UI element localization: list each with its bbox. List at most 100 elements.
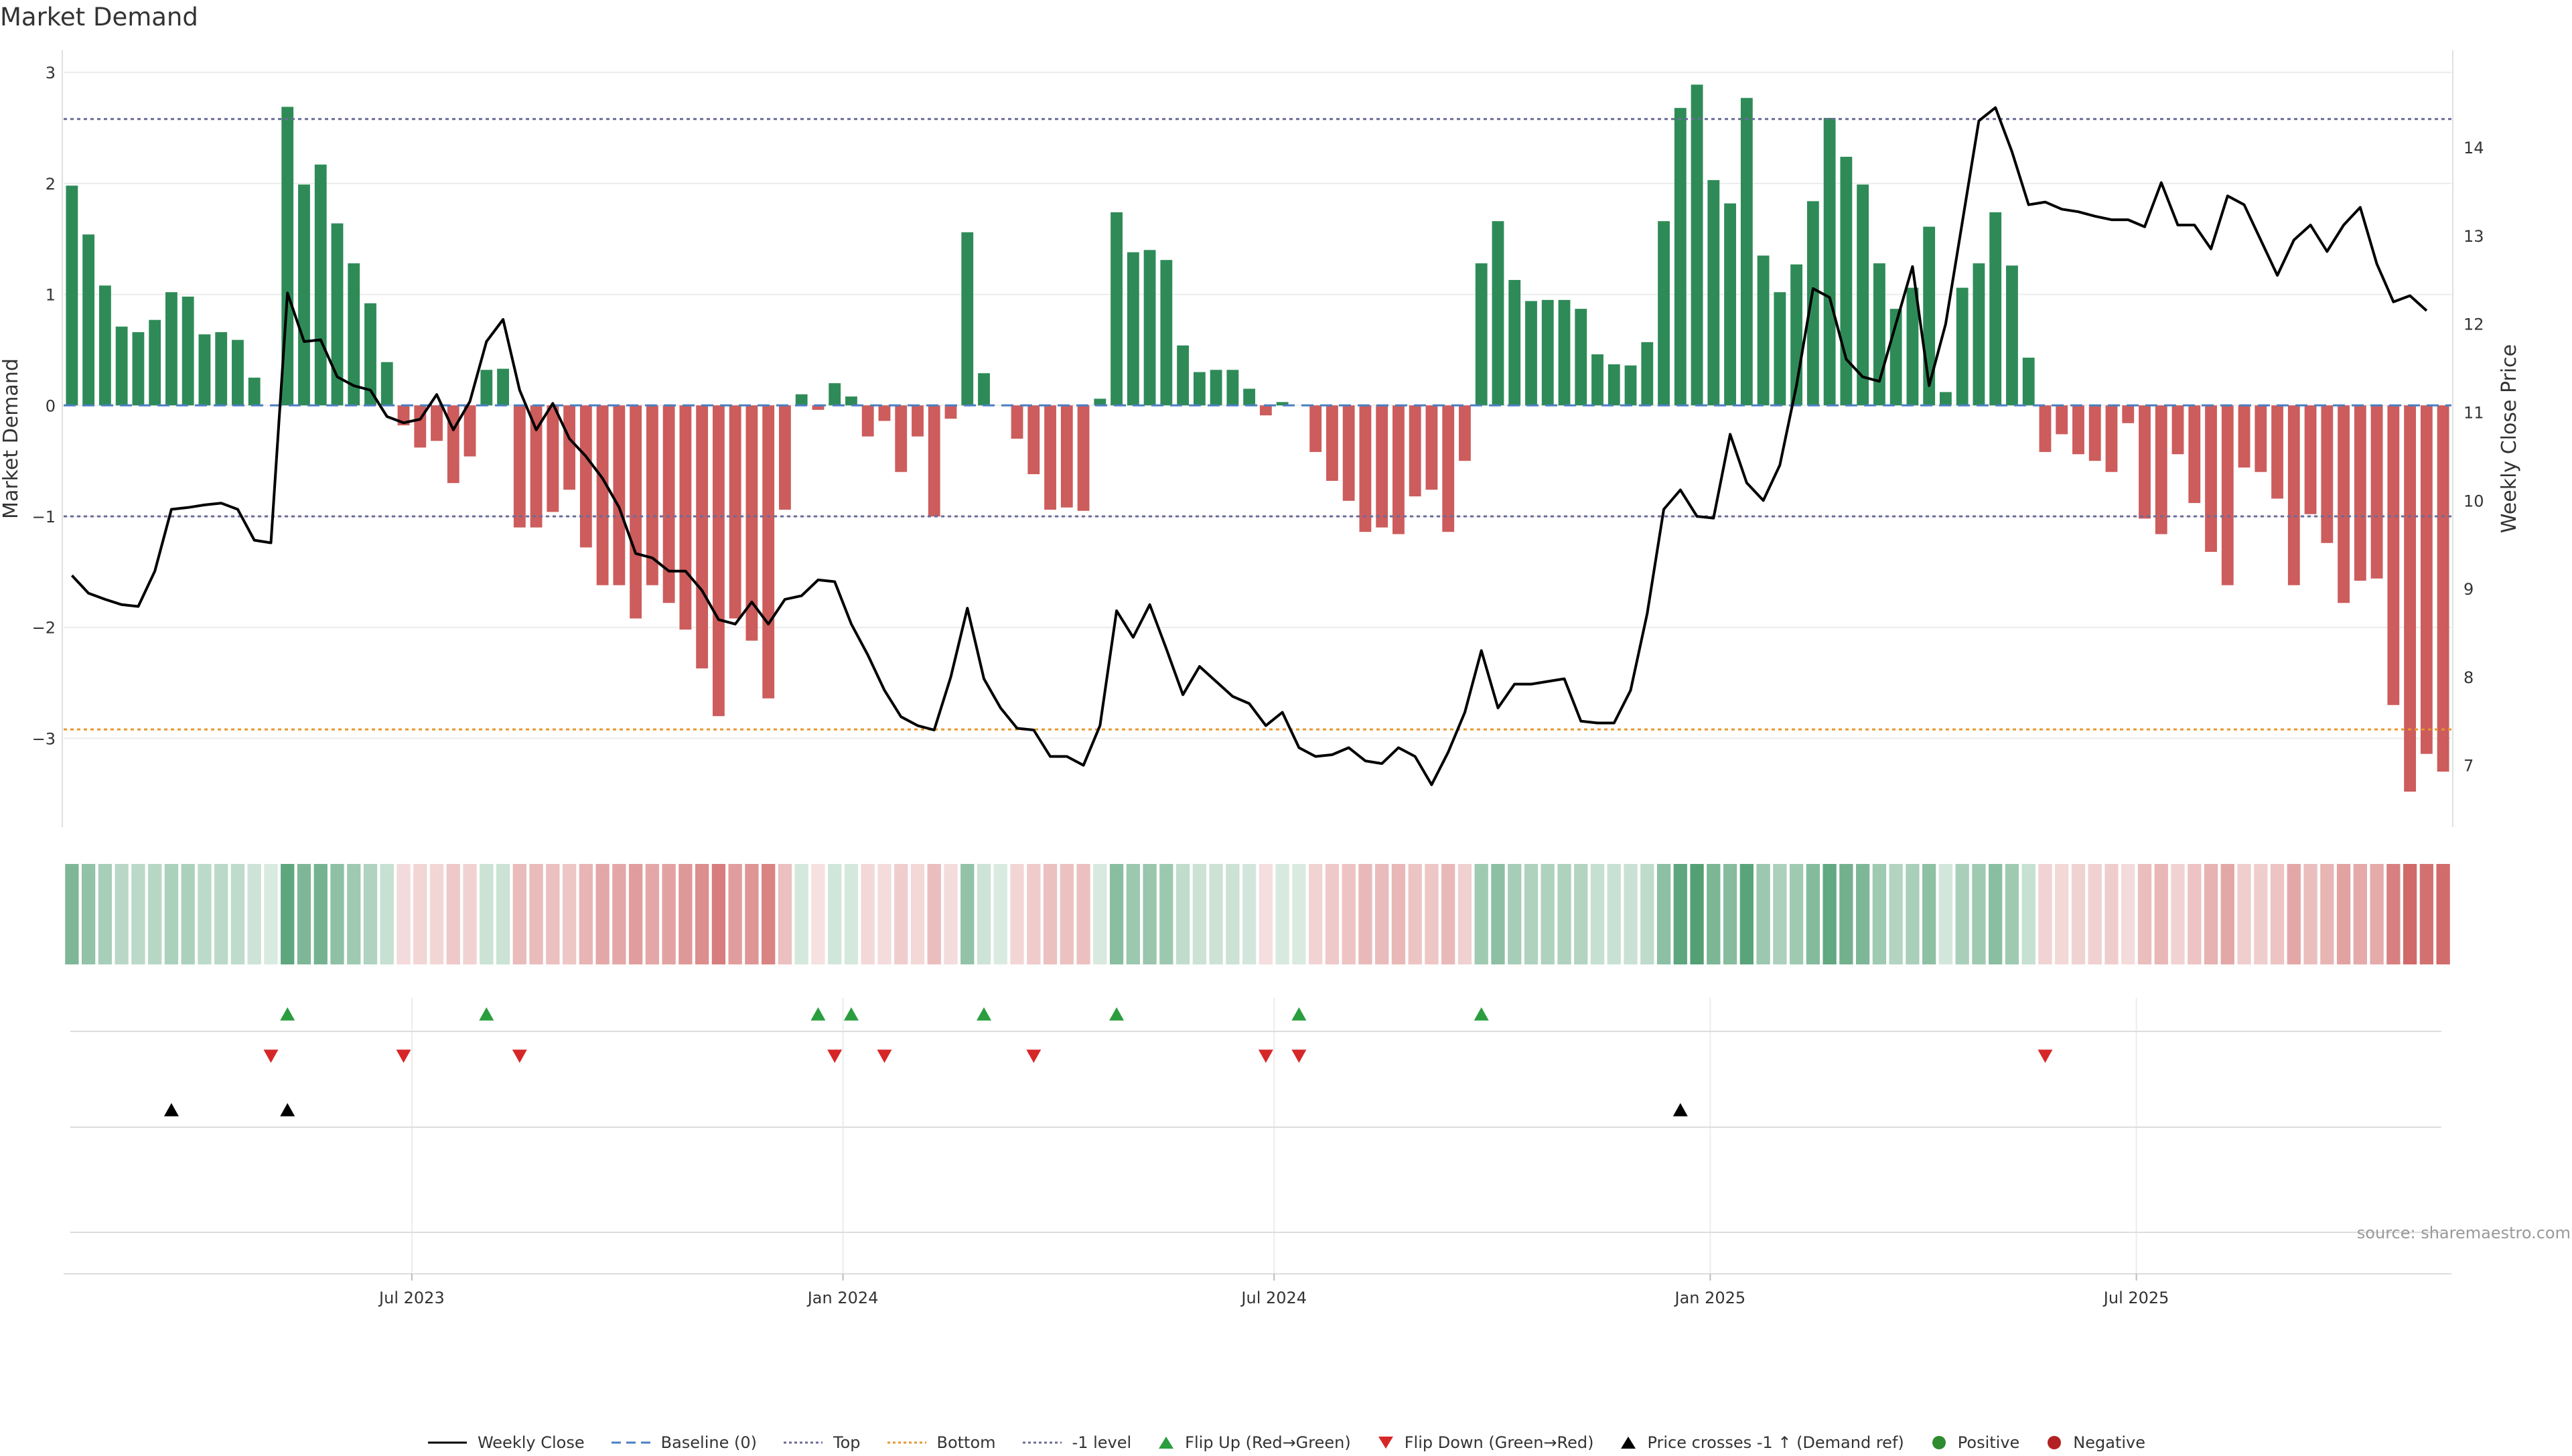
demand-bar [2304, 405, 2317, 514]
demand-bar [696, 405, 709, 669]
heat-cell [2021, 864, 2035, 964]
demand-bar [2205, 405, 2217, 553]
heat-cell [2005, 864, 2019, 964]
heat-cell [2353, 864, 2367, 964]
demand-bar [1459, 405, 1471, 461]
heat-cell [894, 864, 908, 964]
demand-bar [2287, 405, 2300, 585]
heat-cell [927, 864, 941, 964]
demand-bar [2006, 265, 2018, 406]
heat-cell [645, 864, 660, 964]
chart-legend: Weekly Close Baseline (0) Top Bottom -1 leve… [0, 1429, 2572, 1456]
heat-cell [2370, 864, 2384, 964]
demand-bar [928, 405, 940, 516]
demand-bar [1840, 157, 1853, 406]
legend-symbol-icon [1378, 1437, 1393, 1449]
heat-cell [247, 864, 261, 964]
heat-cell [1358, 864, 1372, 964]
heat-cell [1375, 864, 1389, 964]
demand-bar [579, 405, 592, 548]
x-tick-label: Jul 2023 [378, 1289, 445, 1307]
demand-bar [596, 405, 609, 585]
demand-bar [1143, 250, 1156, 406]
heat-cell [844, 864, 859, 964]
demand-bar [1193, 372, 1206, 406]
x-tick-label: Jul 2024 [1240, 1289, 1307, 1307]
flip-down-marker [263, 1049, 279, 1063]
legend-symbol-icon [887, 1441, 926, 1444]
demand-bar [1326, 405, 1338, 481]
demand-bar [248, 377, 261, 406]
heat-cell [1342, 864, 1356, 964]
heat-cell [264, 864, 278, 964]
heat-cell [1524, 864, 1539, 964]
heat-cell [148, 864, 162, 964]
heat-cell [811, 864, 825, 964]
demand-bar [779, 405, 791, 510]
demand-bar [1425, 405, 1438, 490]
demand-bar [1226, 370, 1239, 406]
x-tick-label: Jul 2025 [2102, 1289, 2169, 1307]
legend-symbol-icon [1159, 1437, 1174, 1449]
legend-label: Positive [1957, 1433, 2020, 1452]
demand-bar [2255, 405, 2267, 472]
demand-bar [2404, 405, 2417, 792]
legend-item: Flip Up (Red→Green) [1157, 1433, 1351, 1452]
demand-bar [1027, 405, 1040, 475]
heat-cell [711, 864, 726, 964]
demand-bar [1940, 392, 1952, 406]
heat-cell [977, 864, 991, 964]
heat-cell [1823, 864, 1837, 964]
flip-down-marker [512, 1049, 527, 1063]
demand-bar [364, 303, 376, 406]
demand-bar [1276, 402, 1289, 406]
demand-bar [712, 405, 725, 717]
demand-bar [115, 326, 128, 406]
heat-cell [2386, 864, 2401, 964]
heat-cell [993, 864, 1007, 964]
heat-cell [1325, 864, 1340, 964]
legend-label: -1 level [1072, 1433, 1132, 1452]
y2-tick-label: 13 [2463, 227, 2484, 246]
demand-bar [2321, 405, 2334, 543]
heat-cell [1242, 864, 1257, 964]
demand-bar [232, 340, 244, 406]
demand-bar [165, 292, 177, 406]
legend-label: Top [833, 1433, 861, 1452]
heat-cell [562, 864, 577, 964]
legend-label: Flip Down (Green→Red) [1404, 1433, 1594, 1452]
demand-bar [2155, 405, 2167, 534]
legend-label: Flip Up (Red→Green) [1185, 1433, 1351, 1452]
demand-bar [497, 368, 509, 406]
heat-cell [1607, 864, 1621, 964]
y-axis-title: Market Demand [0, 358, 23, 519]
demand-bar [1558, 299, 1571, 406]
demand-bar [961, 232, 974, 406]
demand-bar [829, 383, 841, 406]
heat-cell [347, 864, 361, 964]
heat-cell [1624, 864, 1638, 964]
flip-down-marker [1026, 1049, 1042, 1063]
heat-cell [1756, 864, 1770, 964]
flip-down-marker [396, 1049, 411, 1063]
y-tick-label: 3 [46, 64, 56, 82]
heat-cell [496, 864, 510, 964]
flip-up-marker [1109, 1007, 1125, 1021]
heat-cell [2336, 864, 2351, 964]
heat-cell [579, 864, 593, 964]
heat-cell [413, 864, 427, 964]
heat-cell [1391, 864, 1406, 964]
y2-tick-label: 9 [2463, 580, 2474, 599]
demand-bar [1724, 203, 1736, 406]
demand-bar [563, 405, 575, 490]
demand-bar [1508, 280, 1521, 406]
demand-bar [613, 405, 626, 585]
demand-bar [182, 296, 194, 406]
heat-cell [131, 864, 145, 964]
demand-bar [1210, 370, 1222, 406]
heat-cell [861, 864, 875, 964]
heat-cell [363, 864, 378, 964]
y2-tick-label: 12 [2463, 315, 2484, 334]
demand-bar [2271, 405, 2283, 499]
demand-bar [1541, 299, 1554, 406]
